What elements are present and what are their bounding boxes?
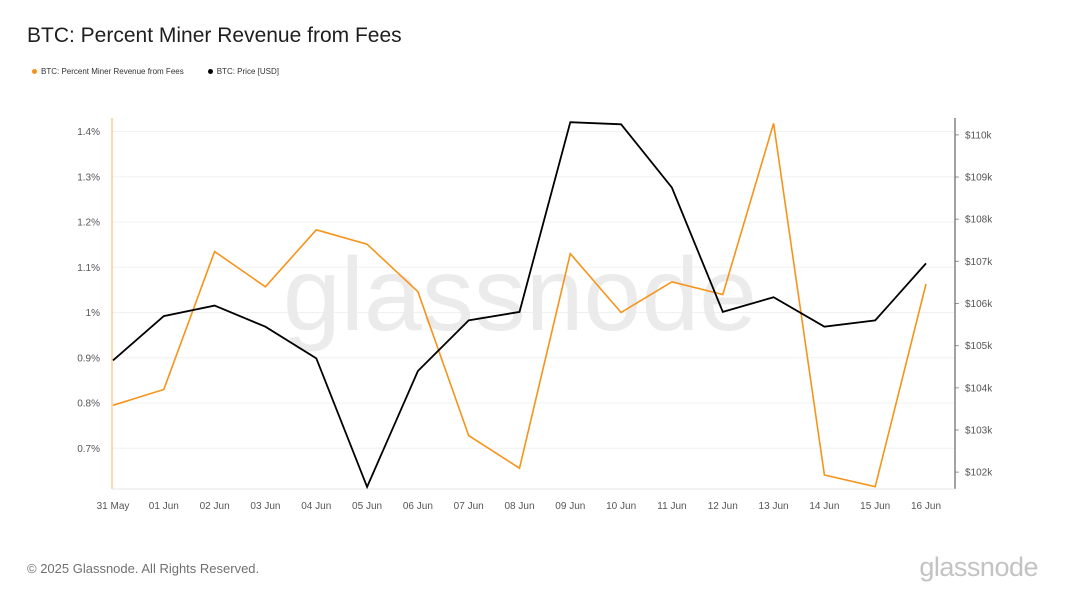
x-tick-label: 04 Jun	[301, 501, 331, 512]
axis-layer	[111, 118, 959, 490]
y-right-tick-label: $106k	[965, 299, 993, 310]
footer-logo[interactable]: glassnode	[919, 552, 1038, 582]
series-line-price	[112, 121, 927, 490]
x-tick-label: 06 Jun	[403, 501, 433, 512]
x-tick-label: 11 Jun	[657, 501, 686, 512]
legend-label-fees: BTC: Percent Miner Revenue from Fees	[41, 67, 184, 76]
y-right-tick-label: $103k	[965, 425, 993, 436]
y-right-tick-label: $102k	[965, 468, 993, 479]
x-tick-label: 02 Jun	[200, 501, 230, 512]
legend-dot-price	[207, 69, 213, 74]
x-tick-label: 15 Jun	[860, 501, 890, 512]
x-tick-label: 01 Jun	[149, 501, 179, 512]
x-tick-label: 31 May	[97, 501, 130, 512]
chart-title: BTC: Percent Miner Revenue from Fees	[27, 24, 402, 47]
x-tick-label: 13 Jun	[759, 501, 789, 512]
series-layer	[112, 121, 927, 490]
legend-item-price[interactable]: BTC: Price [USD]	[207, 67, 279, 76]
x-tick-label: 05 Jun	[352, 501, 382, 512]
y-left-tick-label: 1%	[86, 308, 101, 319]
x-tick-label: 10 Jun	[606, 501, 636, 512]
y-right-tick-label: $104k	[965, 383, 993, 394]
chart-watermark: glassnode	[283, 237, 757, 353]
y-right-tick-label: $107k	[965, 257, 993, 268]
x-tick-label: 03 Jun	[250, 501, 280, 512]
footer-copyright: © 2025 Glassnode. All Rights Reserved.	[27, 561, 260, 576]
y-right-tick-label: $105k	[965, 341, 993, 352]
y-left-tick-label: 0.7%	[77, 444, 100, 455]
series-line-fees	[112, 123, 927, 488]
y-left-tick-label: 1.4%	[77, 127, 100, 138]
y-left-tick-label: 1.3%	[77, 172, 100, 183]
y-right-tick-label: $110k	[965, 130, 993, 141]
y-left-tick-label: 1.2%	[77, 218, 100, 229]
legend-label-price: BTC: Price [USD]	[216, 67, 279, 76]
y-right-tick-label: $109k	[965, 173, 993, 184]
legend-dot-fees	[32, 69, 37, 74]
y-left-tick-label: 0.9%	[77, 353, 100, 364]
y-right-tick-label: $108k	[965, 215, 993, 226]
chart-legend: BTC: Percent Miner Revenue from Fees BTC…	[32, 67, 279, 76]
x-tick-label: 12 Jun	[708, 501, 738, 512]
x-tick-label: 16 Jun	[911, 501, 941, 512]
x-tick-label: 14 Jun	[809, 501, 839, 512]
x-tick-label: 07 Jun	[454, 501, 484, 512]
grid-layer	[112, 131, 955, 449]
legend-item-fees[interactable]: BTC: Percent Miner Revenue from Fees	[32, 67, 184, 76]
label-layer: 0.7% 0.8% 0.9% 1% 1.1% 1.2% 1.3% 1.4% $102k $103k…	[77, 127, 993, 512]
y-left-tick-label: 0.8%	[77, 399, 100, 410]
y-left-tick-label: 1.1%	[77, 263, 100, 274]
x-tick-label: 09 Jun	[555, 501, 585, 512]
x-tick-label: 08 Jun	[504, 501, 534, 512]
